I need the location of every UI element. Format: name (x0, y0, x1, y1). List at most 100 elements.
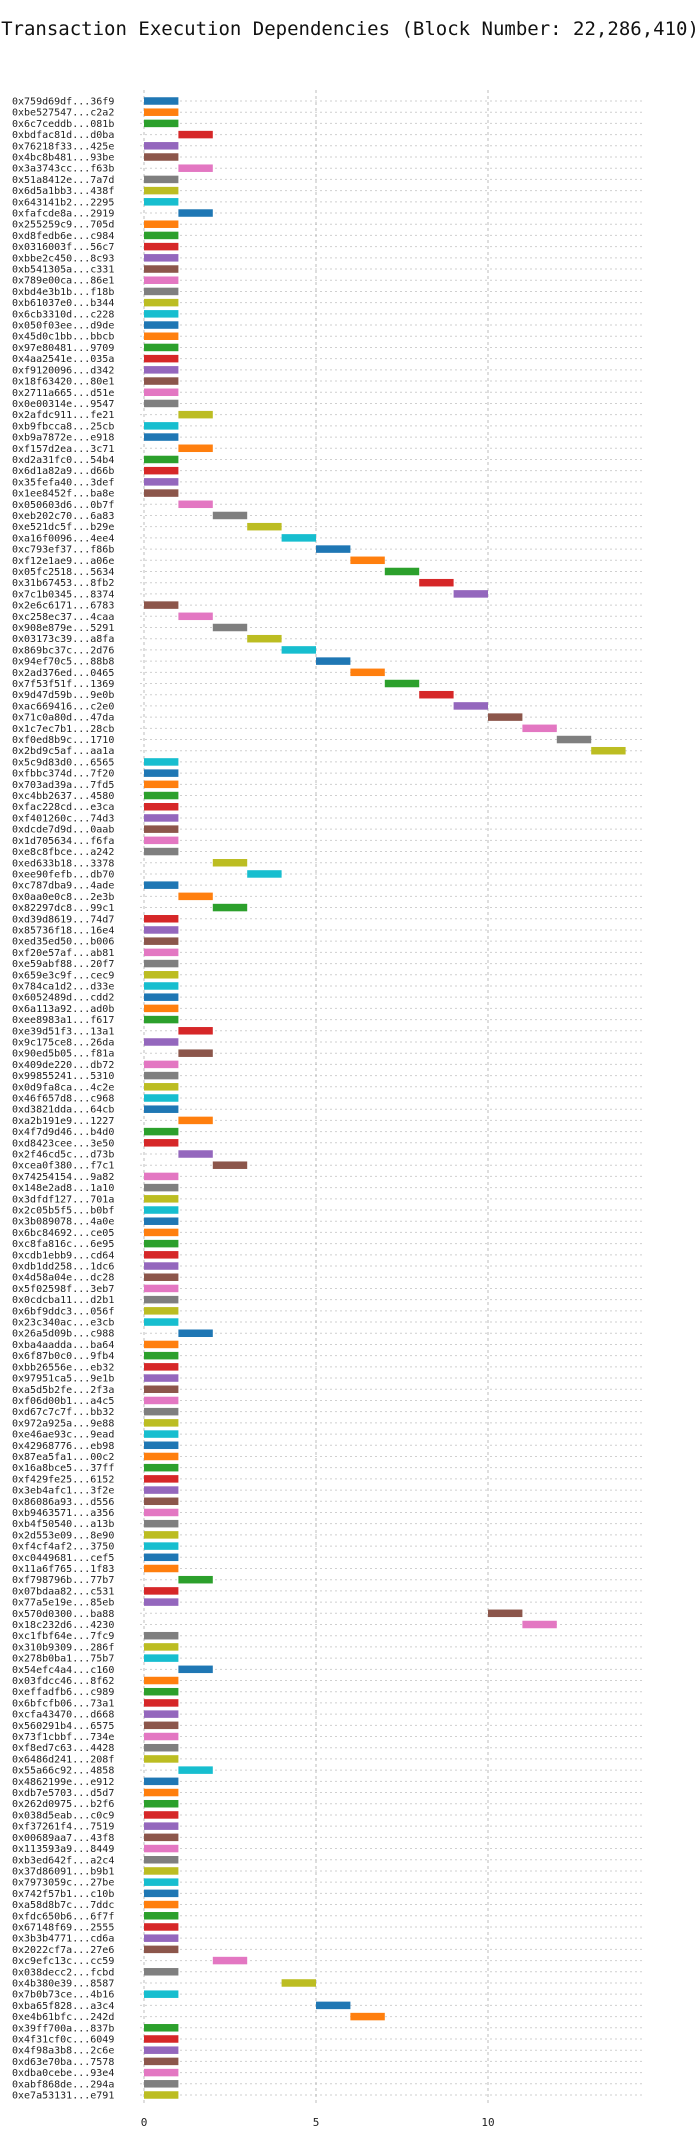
transaction-label: 0x703ad39a...7fd5 (12, 780, 114, 791)
transaction-label: 0x46f657d8...c968 (12, 1094, 114, 1105)
transaction-label: 0x6052489d...cdd2 (12, 993, 114, 1004)
execution-bar (144, 377, 179, 385)
transaction-label: 0x7b0b73ce...4b16 (12, 1990, 114, 2001)
execution-bar (144, 1867, 179, 1875)
transaction-label: 0xac669416...c2e0 (12, 701, 114, 712)
execution-bar (144, 1083, 179, 1091)
execution-bar (144, 1273, 179, 1281)
transaction-label: 0x4f98a3b8...2c6e (12, 2046, 114, 2057)
transaction-label: 0x038d5eab...c0c9 (12, 1810, 114, 1821)
execution-bar (384, 679, 420, 688)
transaction-label: 0x2c05b5f5...b0bf (12, 1206, 114, 1217)
transaction-label: 0x2d553e09...8e90 (12, 1530, 114, 1541)
execution-bar (144, 108, 179, 116)
transaction-label: 0x23c340ac...e3cb (12, 1318, 114, 1329)
transaction-label: 0x3a3743cc...f63b (12, 164, 114, 175)
transaction-label: 0x869bc37c...2d76 (12, 645, 114, 656)
execution-bar (144, 399, 179, 408)
execution-bar (144, 1004, 179, 1013)
transaction-label: 0x659e3c9f...cec9 (12, 970, 114, 981)
transaction-label: 0x16a8bce5...37ff (12, 1463, 114, 1474)
execution-bar (522, 1620, 557, 1629)
transaction-label: 0xdcde7d9d...0aab (12, 825, 114, 836)
execution-bar (144, 1139, 179, 1147)
transaction-label: 0xed35ed50...b006 (12, 937, 114, 948)
transaction-label: 0x1c7ec7b1...28cb (12, 724, 114, 735)
transaction-label: 0xb3ed642f...a2c4 (12, 1855, 114, 1866)
execution-bar (144, 1430, 179, 1438)
execution-bar (144, 220, 179, 228)
execution-bar (144, 1542, 179, 1550)
transaction-label: 0x2711a665...d51e (12, 388, 114, 399)
execution-bar (144, 1755, 179, 1763)
execution-bar (522, 724, 557, 733)
transaction-label: 0x784ca1d2...d33e (12, 981, 114, 992)
execution-bar (144, 1385, 179, 1394)
execution-bar (144, 1262, 179, 1270)
transaction-label: 0x6a113a92...ad0b (12, 1004, 114, 1015)
transaction-label: 0x94ef70c5...88b8 (12, 657, 114, 668)
transaction-label: 0x05fc2518...5634 (12, 567, 114, 578)
execution-bar (144, 466, 179, 475)
transaction-label: 0xf401260c...74d3 (12, 813, 114, 824)
transaction-label: 0x0e00314e...9547 (12, 399, 114, 410)
transaction-label: 0xdb1dd258...1dc6 (12, 1262, 114, 1273)
transaction-label: 0xb9a7872e...e918 (12, 433, 114, 444)
execution-bar (556, 735, 592, 744)
execution-bar (144, 142, 179, 150)
transaction-label: 0xfdc650b6...6f7f (12, 1911, 114, 1922)
execution-bar (144, 769, 179, 777)
execution-bar (144, 1172, 179, 1181)
transaction-label: 0x2ad376ed...0465 (12, 668, 114, 679)
transaction-label: 0x4d58a04e...dc28 (12, 1273, 114, 1284)
transaction-label: 0x5c9d83d0...6565 (12, 757, 114, 768)
execution-bar (281, 1979, 316, 1987)
execution-bar (144, 343, 179, 352)
transaction-label: 0x7f53f51f...1369 (12, 679, 114, 690)
execution-bar (178, 1150, 213, 1158)
execution-bar (144, 1945, 179, 1954)
transaction-label: 0xc258ec37...4caa (12, 612, 114, 623)
transaction-label: 0x278b0ba1...75b7 (12, 1654, 114, 1665)
transaction-label: 0xc4bb2637...4580 (12, 791, 114, 802)
execution-bar (281, 646, 316, 654)
execution-bar (144, 937, 179, 945)
execution-bar (144, 1015, 179, 1024)
transaction-label: 0x6f87b0c0...9fb4 (12, 1351, 114, 1362)
transaction-label: 0xa58d8b7c...7ddc (12, 1900, 114, 1911)
execution-bar (144, 242, 179, 251)
execution-bar (144, 1654, 179, 1662)
transaction-label: 0xf9120096...d342 (12, 365, 114, 376)
execution-bar (144, 433, 179, 441)
execution-bar (144, 1463, 179, 1472)
transaction-label: 0x1d705634...f6fa (12, 836, 114, 847)
execution-bar (144, 97, 179, 105)
transaction-label: 0x6bc84692...ce05 (12, 1228, 114, 1239)
transaction-label: 0xe46ae93c...9ead (12, 1430, 114, 1441)
execution-bar (591, 746, 626, 755)
transaction-label: 0xd2a31fc0...54b4 (12, 455, 114, 466)
execution-bar (144, 1553, 179, 1562)
transaction-label: 0x6c7ceddb...081b (12, 119, 114, 130)
execution-bar (144, 1564, 179, 1573)
execution-bar (144, 825, 179, 833)
execution-bar (178, 164, 213, 172)
transaction-label: 0xe39d51f3...13a1 (12, 1026, 114, 1037)
execution-bar (144, 814, 179, 822)
execution-bar (144, 1228, 179, 1237)
chart-title: Transaction Execution Dependencies (Bloc… (1, 18, 699, 40)
transaction-label: 0x86086a93...d556 (12, 1497, 114, 1508)
transaction-label: 0xcfa43470...d668 (12, 1710, 114, 1721)
execution-bar (419, 578, 454, 587)
transaction-label: 0x2022cf7a...27e6 (12, 1945, 114, 1956)
execution-bar (144, 1351, 179, 1360)
transaction-label: 0xe7a53131...e791 (12, 2091, 114, 2102)
transaction-label: 0xb4f50540...a13b (12, 1519, 114, 1530)
transaction-label: 0x99855241...5310 (12, 1071, 114, 1082)
transaction-label: 0xa5d5b2fe...2f3a (12, 1385, 114, 1396)
execution-bar (144, 1127, 179, 1136)
execution-bar (144, 2057, 179, 2066)
execution-bar (144, 1206, 179, 1214)
execution-bar (144, 1743, 179, 1752)
